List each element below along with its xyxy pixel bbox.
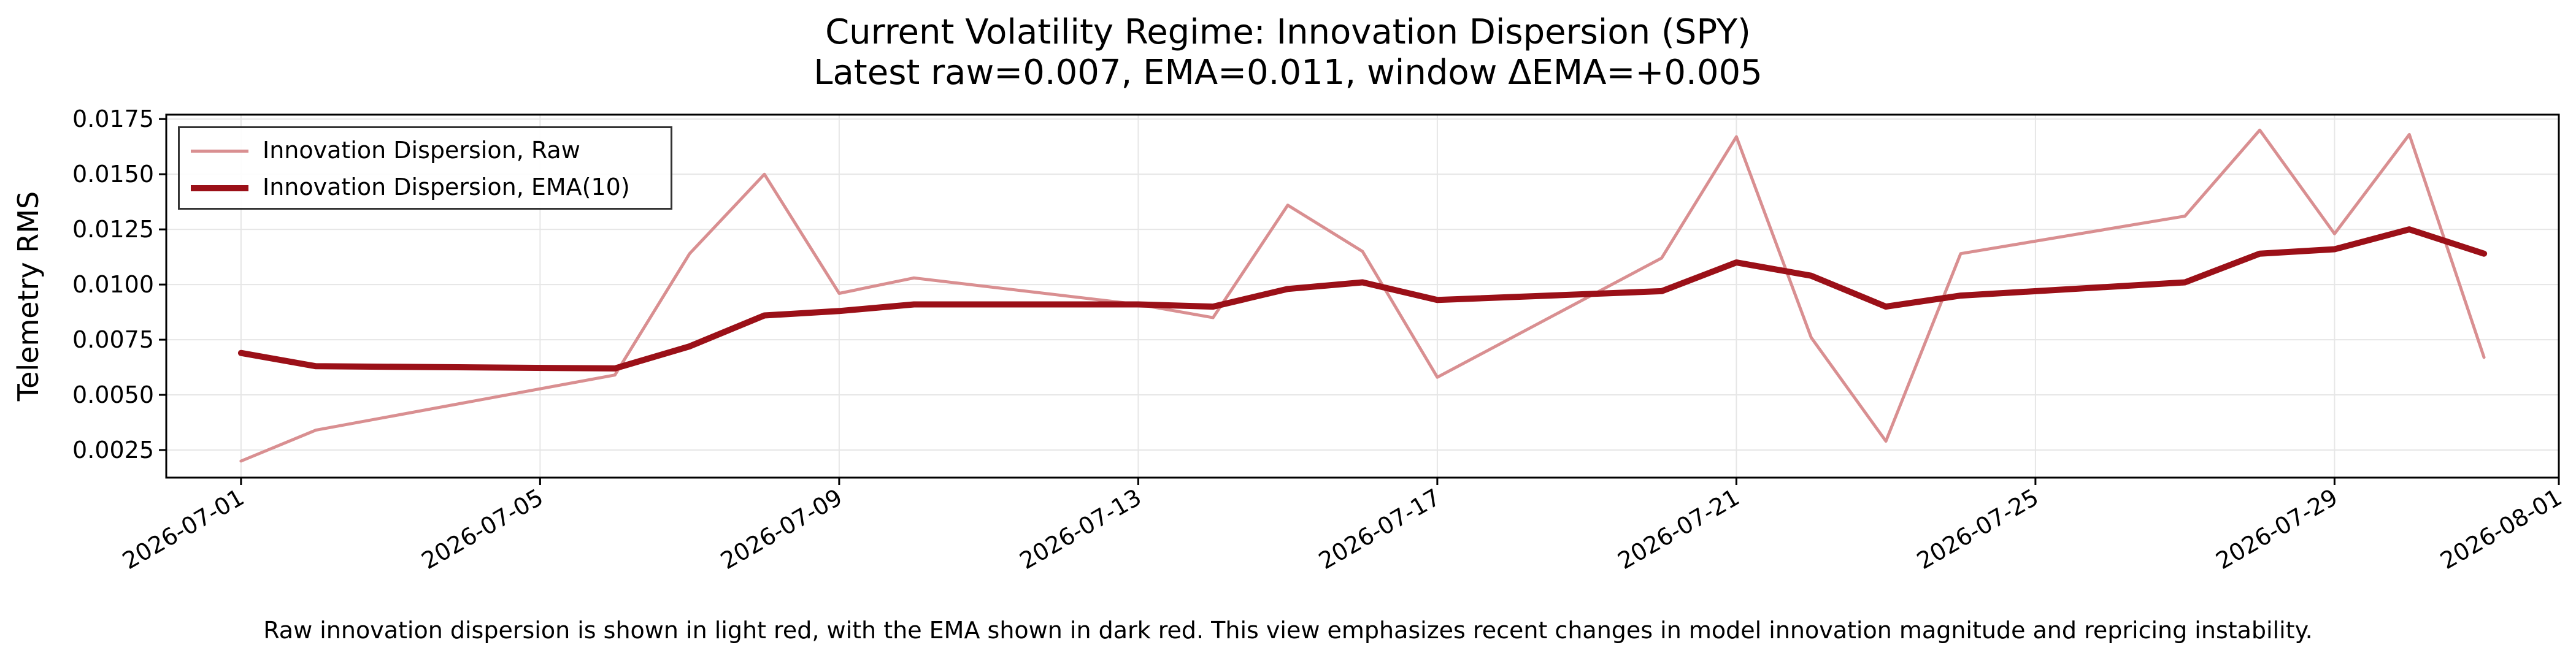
chart-caption: Raw innovation dispersion is shown in li… [263,617,2313,644]
y-tick-label: 0.0075 [72,326,154,353]
legend-label-raw: Innovation Dispersion, Raw [263,137,580,164]
y-tick-label: 0.0100 [72,271,154,298]
x-tick-label: 2026-07-29 [2212,484,2342,575]
legend-swatch-ema [191,185,248,191]
x-tick-label: 2026-07-13 [1015,484,1146,575]
x-tick-label: 2026-07-01 [118,484,248,575]
x-tick-label: 2026-07-17 [1314,484,1445,575]
legend-item-raw: Innovation Dispersion, Raw [180,132,671,169]
y-tick-label: 0.0025 [72,437,154,464]
raw-series-line [239,128,2486,463]
legend: Innovation Dispersion, Raw Innovation Di… [178,126,672,210]
legend-item-ema: Innovation Dispersion, EMA(10) [180,169,671,205]
x-tick-label: 2026-07-25 [1912,484,2043,575]
series-lines [237,128,2488,463]
chart-title: Current Volatility Regime: Innovation Di… [825,12,1751,52]
y-tick-label: 0.0050 [72,381,154,408]
x-tick-label: 2026-07-09 [716,484,847,575]
legend-label-ema: Innovation Dispersion, EMA(10) [263,174,630,200]
y-axis-label: Telemetry RMS [12,191,45,402]
ema-series-line [237,226,2488,372]
x-tick-label: 2026-07-21 [1613,484,1744,575]
legend-swatch-raw [191,150,248,153]
chart-subtitle: Latest raw=0.007, EMA=0.011, window ΔEMA… [813,53,1763,93]
y-tick-label: 0.0125 [72,216,154,243]
y-tick-label: 0.0150 [72,161,154,188]
y-tick-label: 0.0175 [72,105,154,132]
plot-frame [165,113,2560,479]
x-tick-label: 2026-07-05 [417,484,548,575]
x-tick-label: 2026-08-01 [2436,484,2566,575]
